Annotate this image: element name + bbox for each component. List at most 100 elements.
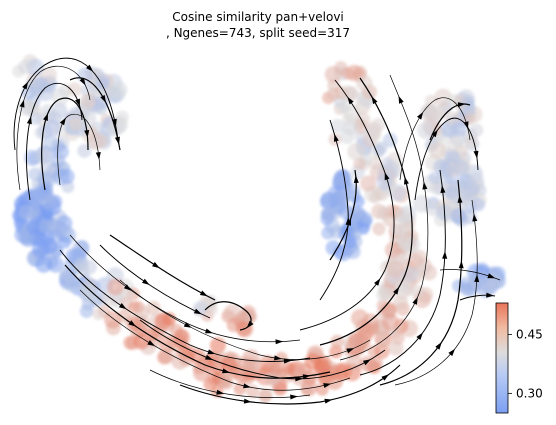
cell-point	[44, 119, 62, 137]
stream-arrow	[347, 96, 354, 105]
stream-arrow	[22, 81, 29, 90]
stream-arrow	[128, 320, 137, 327]
cell-point	[354, 209, 367, 222]
streamline	[79, 289, 351, 391]
cell-point	[158, 348, 174, 365]
cell-point	[52, 168, 70, 186]
stream-arrow	[412, 296, 418, 305]
stream-arrow	[147, 340, 156, 347]
stream-arrow	[283, 358, 292, 364]
colorbar-tick-label-0: 0.30	[516, 386, 543, 400]
stream-arrow	[207, 349, 216, 355]
stream-arrow	[114, 136, 120, 145]
streamline	[59, 249, 311, 362]
stream-arrow	[119, 303, 127, 310]
cell-point	[360, 175, 377, 192]
streamline	[319, 119, 349, 301]
cell-point	[437, 162, 454, 178]
stream-arrow	[246, 320, 254, 329]
cell-point	[27, 187, 45, 205]
streamline	[379, 179, 463, 386]
cell-point	[31, 80, 45, 95]
streamline	[414, 117, 479, 201]
stream-arrow	[183, 322, 192, 328]
stream-arrow	[79, 77, 86, 86]
cell-point	[47, 256, 64, 273]
cell-point	[146, 300, 161, 316]
stream-arrow	[100, 95, 106, 103]
stream-arrow	[295, 376, 303, 382]
stream-arrow	[381, 374, 390, 381]
stream-arrow	[75, 98, 80, 107]
cell-point	[345, 64, 363, 82]
stream-arrow	[205, 354, 213, 360]
stream-arrow	[323, 383, 332, 388]
stream-arrow	[59, 117, 66, 126]
stream-arrow	[472, 213, 478, 222]
stream-arrow	[86, 64, 94, 72]
cell-point	[64, 275, 82, 293]
cell-point	[339, 128, 355, 144]
cell-point	[450, 208, 467, 225]
stream-arrow	[334, 133, 339, 142]
cell-point	[374, 141, 388, 155]
stream-arrow	[243, 383, 251, 389]
cell-point	[344, 235, 357, 249]
velocity-streamlines	[13, 57, 501, 405]
cell-point	[372, 222, 386, 236]
stream-arrow	[417, 111, 424, 120]
stream-arrow	[142, 278, 150, 285]
streamline	[69, 234, 301, 343]
streamline	[119, 279, 371, 360]
streamline	[57, 113, 101, 186]
stream-arrow	[290, 394, 298, 400]
colorbar: 0.30 0.45	[495, 302, 543, 414]
stream-arrow	[416, 332, 423, 340]
cell-point	[371, 203, 387, 220]
cell-point	[242, 311, 256, 324]
cell-point	[374, 343, 390, 360]
chart-title-line-2: , Ngenes=743, split seed=317	[166, 26, 350, 40]
streamline	[139, 319, 386, 380]
cell-point	[329, 225, 344, 239]
cell-point	[171, 352, 189, 370]
cell-point	[451, 121, 467, 137]
cell-point	[145, 327, 159, 342]
cell-point	[26, 220, 41, 235]
stream-arrow	[222, 368, 230, 374]
cell-point	[428, 141, 447, 160]
cell-point	[324, 66, 342, 83]
stream-arrow	[422, 181, 428, 190]
colorbar-tick-label-1: 0.45	[516, 327, 543, 341]
cell-point	[221, 356, 237, 372]
cell-point	[365, 127, 382, 143]
stream-arrow	[398, 95, 404, 104]
colorbar-gradient	[495, 302, 509, 414]
streamline	[41, 97, 89, 191]
chart-title-line-1: Cosine similarity pan+velovi	[172, 10, 344, 24]
cell-point	[353, 335, 370, 352]
streamline	[13, 57, 119, 151]
cell-point	[123, 335, 138, 350]
stream-arrow	[457, 195, 463, 203]
cell-points	[12, 54, 507, 403]
stream-arrow	[152, 261, 160, 269]
cell-point	[77, 67, 93, 83]
cell-point	[452, 159, 469, 176]
cell-point	[337, 192, 350, 206]
cell-point	[133, 333, 150, 350]
stream-arrow	[243, 398, 252, 404]
streamline	[299, 79, 395, 331]
cell-point	[107, 278, 124, 296]
cell-point	[18, 204, 34, 220]
cell-point	[333, 169, 351, 187]
cell-point	[412, 249, 427, 265]
colorbar-ticks: 0.30 0.45	[508, 327, 543, 400]
cell-point	[338, 101, 351, 114]
stream-arrow	[274, 355, 282, 361]
stream-arrow	[123, 284, 132, 291]
stream-arrow	[19, 99, 25, 108]
streamline	[394, 199, 478, 386]
stream-arrow	[205, 328, 213, 334]
